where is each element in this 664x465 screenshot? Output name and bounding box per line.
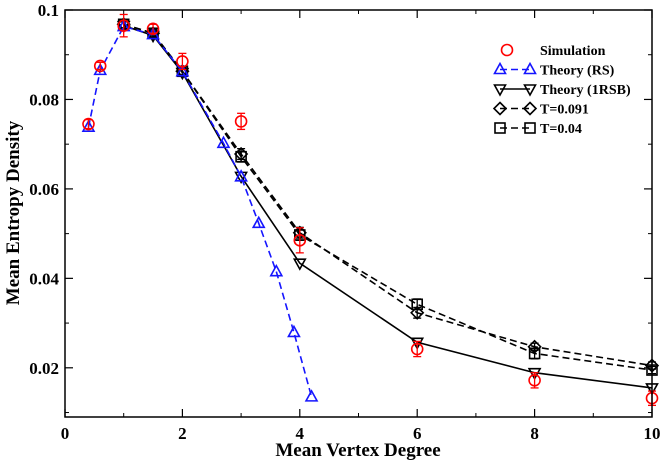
legend-marker xyxy=(492,101,508,116)
x-axis-label: Mean Vertex Degree xyxy=(275,440,440,461)
legend-marker xyxy=(523,61,537,75)
legend-label: Theory (1RSB) xyxy=(540,83,631,98)
legend-label: T=0.091 xyxy=(540,103,589,118)
legend-marker xyxy=(500,43,514,57)
plot-frame xyxy=(64,9,653,418)
data-point xyxy=(81,119,96,132)
data-point xyxy=(117,19,130,32)
data-point xyxy=(287,324,301,338)
x-tick-label: 0 xyxy=(61,424,70,443)
legend-marker xyxy=(493,84,507,97)
data-point xyxy=(176,55,189,68)
y-tick-label: 0.04 xyxy=(29,269,59,288)
x-tick-label: 4 xyxy=(296,424,305,443)
data-point xyxy=(175,64,190,77)
y-tick-label: 0.1 xyxy=(38,1,59,20)
legend-item: Theory (1RSB) xyxy=(493,83,631,98)
data-point xyxy=(410,337,425,350)
data-point xyxy=(292,258,307,271)
data-point xyxy=(293,234,307,247)
y-tick-label: 0.02 xyxy=(29,359,59,378)
series-layer xyxy=(81,13,660,407)
y-tick-label: 0.06 xyxy=(29,180,59,199)
x-tick-label: 6 xyxy=(413,424,422,443)
legend-marker xyxy=(494,122,506,134)
legend-label: T=0.04 xyxy=(540,122,582,137)
legend: Simulation Theory (RS) Theory (1RSB) T=0.09… xyxy=(492,43,631,137)
data-point xyxy=(269,263,284,277)
data-point xyxy=(411,298,424,311)
data-point xyxy=(216,135,231,149)
ticks-layer: 0 2 4 6 8 10 0.02 0.04 0.06 0.08 0.1 xyxy=(29,1,660,443)
series-simulation xyxy=(82,13,659,407)
data-point xyxy=(528,374,541,387)
legend-item: T=0.04 xyxy=(494,122,582,137)
legend-item: Simulation xyxy=(500,43,606,59)
legend-label: Theory (RS) xyxy=(540,64,615,79)
legend-item: T=0.091 xyxy=(492,101,589,118)
x-tick-label: 2 xyxy=(178,424,187,443)
data-point xyxy=(251,215,266,229)
x-tick-label: 8 xyxy=(530,424,539,443)
x-tick-label: 10 xyxy=(644,424,661,443)
data-point xyxy=(410,305,425,320)
data-point xyxy=(93,59,107,73)
data-point xyxy=(235,150,247,163)
data-point xyxy=(234,169,248,182)
legend-label: Simulation xyxy=(540,44,606,59)
data-point xyxy=(234,115,248,128)
legend-item: Theory (RS) xyxy=(493,61,615,79)
series-line xyxy=(87,25,313,398)
legend-marker xyxy=(522,101,538,116)
legend-marker xyxy=(493,61,507,75)
legend-marker xyxy=(523,84,537,97)
data-point xyxy=(410,342,424,356)
data-point xyxy=(304,389,319,402)
data-point xyxy=(527,367,542,381)
data-point xyxy=(146,22,160,36)
y-axis-label: Mean Entropy Density xyxy=(3,120,24,305)
y-tick-label: 0.08 xyxy=(29,90,59,109)
data-point xyxy=(82,117,95,131)
data-point xyxy=(528,347,541,360)
legend-marker xyxy=(524,122,536,134)
